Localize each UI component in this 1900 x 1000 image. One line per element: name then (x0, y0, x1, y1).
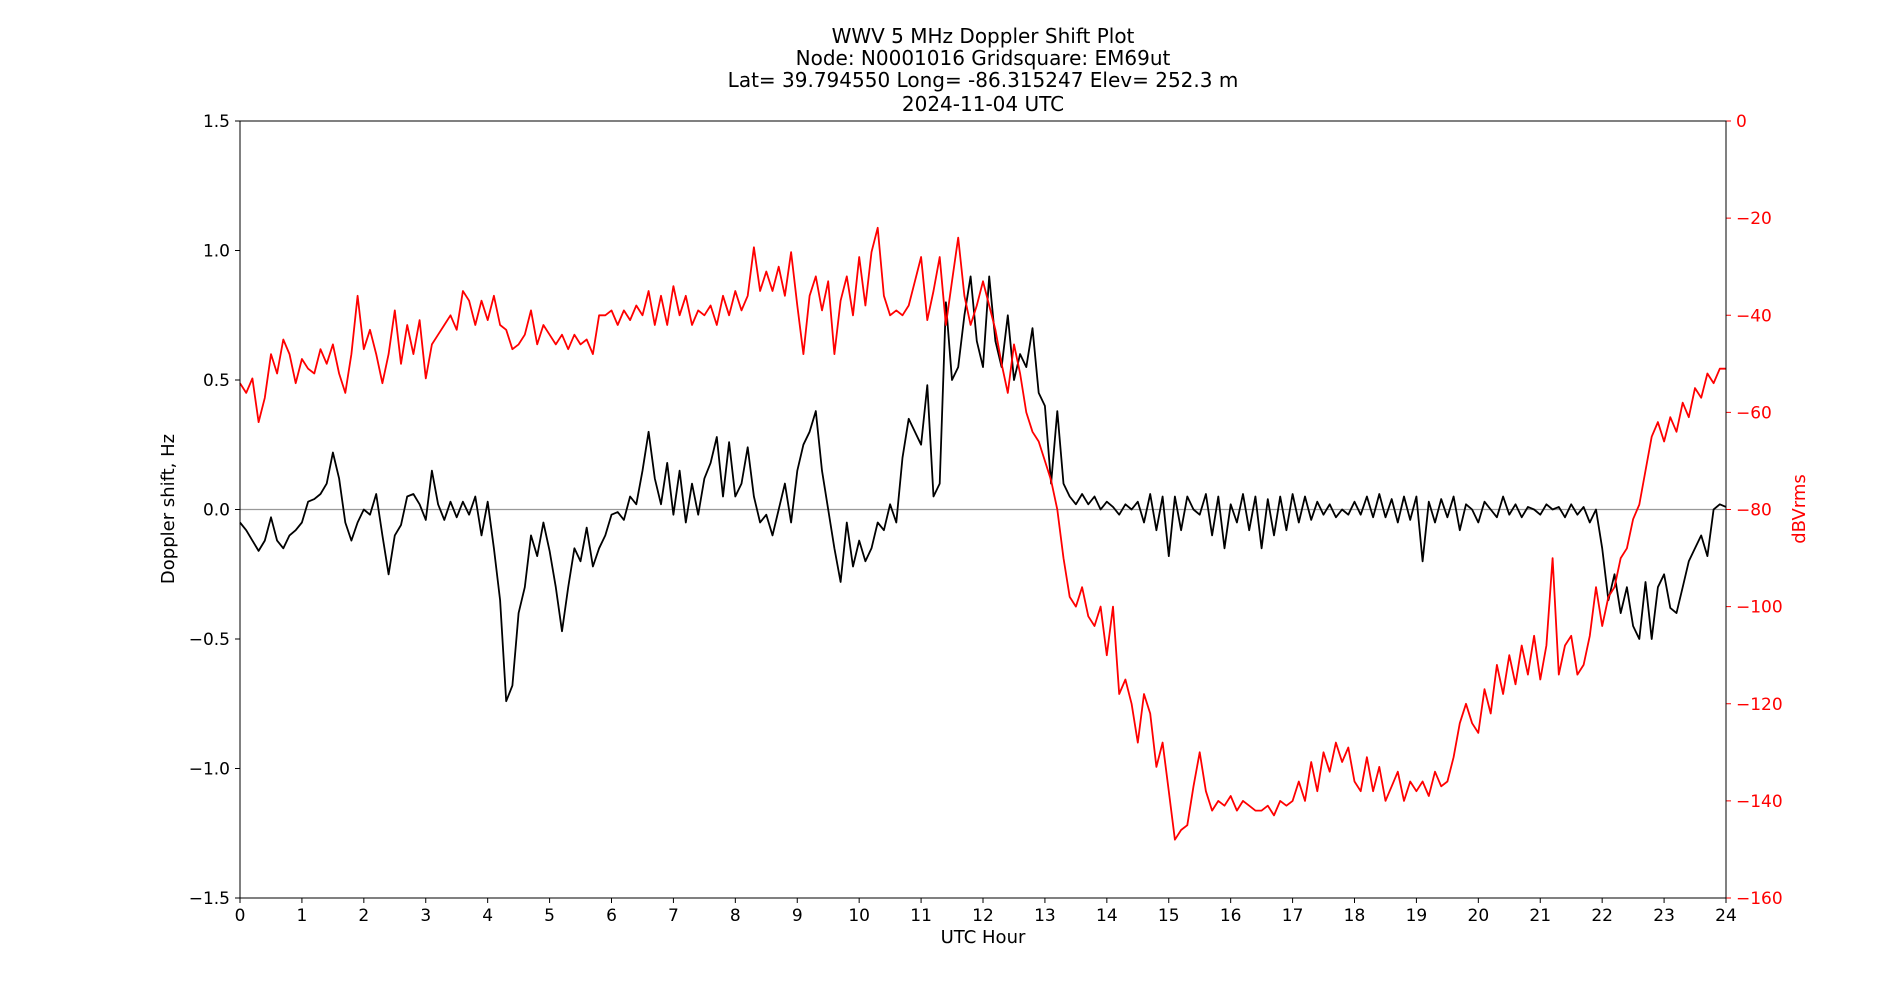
x-tick-label: 13 (1034, 906, 1056, 926)
right-axis-label: dBVrms (1789, 474, 1810, 544)
left-tick-label: 1.0 (203, 242, 230, 262)
left-axis-label: Doppler shift, Hz (158, 434, 179, 584)
title-line-1: WWV 5 MHz Doppler Shift Plot (832, 24, 1135, 48)
x-tick-label: 16 (1220, 906, 1242, 926)
x-tick-label: 20 (1468, 906, 1490, 926)
x-tick-label: 18 (1344, 906, 1366, 926)
series-layer (239, 226, 1727, 841)
title-line-4: 2024-11-04 UTC (902, 92, 1064, 116)
x-axis-label: UTC Hour (941, 927, 1026, 948)
right-tick-label: 0 (1736, 112, 1747, 132)
title-line-2: Node: N0001016 Gridsquare: EM69ut (796, 46, 1171, 70)
x-tick-label: 6 (606, 906, 617, 926)
x-tick-label: 24 (1715, 906, 1737, 926)
x-tick-label: 10 (848, 906, 870, 926)
x-tick-label: 15 (1158, 906, 1180, 926)
x-tick-label: 21 (1529, 906, 1551, 926)
x-tick-label: 8 (730, 906, 741, 926)
left-tick-label: 1.5 (203, 112, 230, 132)
x-tick-label: 4 (482, 906, 493, 926)
chart-title: WWV 5 MHz Doppler Shift Plot Node: N0001… (728, 24, 1239, 116)
x-tick-label: 19 (1406, 906, 1428, 926)
x-tick-label: 5 (544, 906, 555, 926)
left-tick-label: −0.5 (189, 630, 230, 650)
right-tick-label: −100 (1736, 598, 1783, 618)
right-tick-label: −20 (1736, 209, 1772, 229)
x-tick-label: 1 (297, 906, 308, 926)
x-tick-label: 12 (972, 906, 994, 926)
left-axis-ticks: 1.5 1.0 0.5 0.0 −0.5 −1.0 −1.5 (189, 112, 240, 909)
signal-level-line (239, 226, 1726, 841)
plot-frame (239, 120, 1727, 899)
doppler-shift-line (239, 275, 1727, 703)
x-tick-label: 3 (420, 906, 431, 926)
right-tick-label: −160 (1736, 889, 1783, 909)
left-tick-label: 0.5 (203, 371, 230, 391)
title-line-3: Lat= 39.794550 Long= -86.315247 Elev= 25… (728, 68, 1239, 92)
left-tick-label: −1.0 (189, 760, 230, 780)
right-tick-label: −120 (1736, 695, 1783, 715)
x-tick-label: 0 (235, 906, 246, 926)
right-tick-label: −60 (1736, 403, 1772, 423)
x-tick-label: 23 (1653, 906, 1675, 926)
left-tick-label: −1.5 (189, 889, 230, 909)
x-tick-label: 22 (1591, 906, 1613, 926)
x-tick-label: 7 (668, 906, 679, 926)
right-tick-label: −140 (1736, 792, 1783, 812)
x-axis-ticks: 0 1 2 3 4 5 6 7 8 9 10 11 12 13 14 15 16 17 18 19 20 21 22 23 24 (235, 898, 1737, 926)
right-tick-label: −40 (1736, 306, 1772, 326)
x-tick-label: 9 (792, 906, 803, 926)
x-tick-label: 17 (1282, 906, 1304, 926)
x-tick-label: 2 (358, 906, 369, 926)
x-tick-label: 11 (910, 906, 932, 926)
x-tick-label: 14 (1096, 906, 1118, 926)
right-axis-ticks: 0 −20 −40 −60 −80 −100 −120 −140 −160 (1726, 112, 1783, 909)
left-tick-label: 0.0 (203, 501, 230, 521)
right-tick-label: −80 (1736, 501, 1772, 521)
